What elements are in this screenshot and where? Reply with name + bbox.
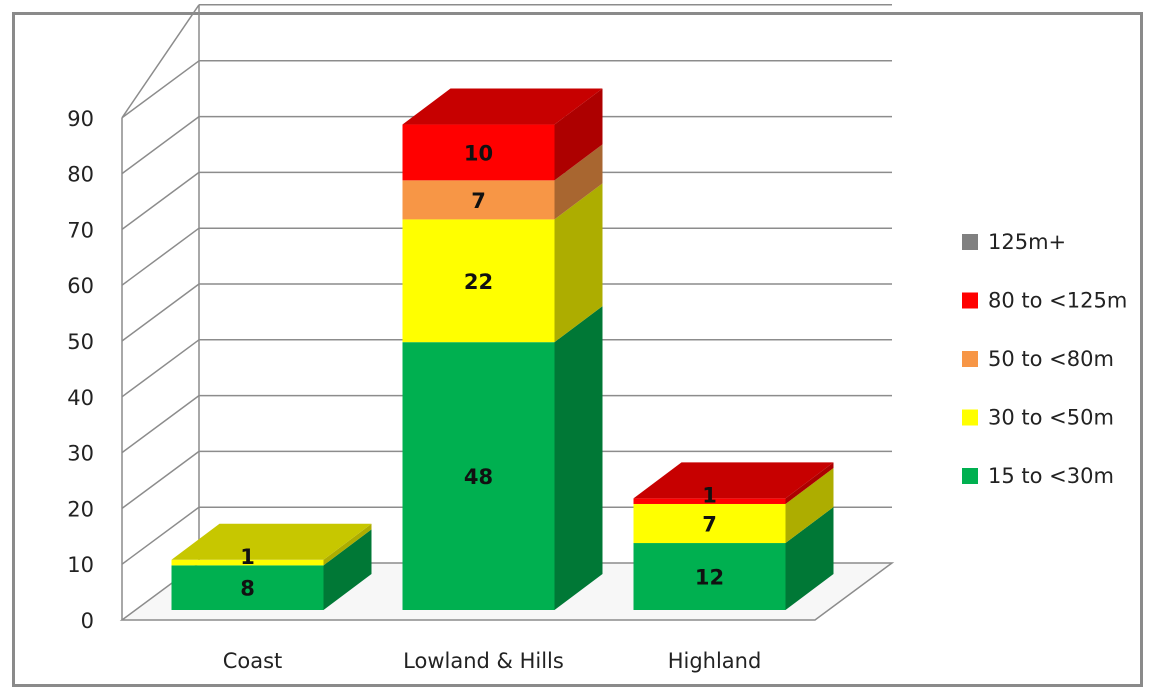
bar-side: [785, 462, 834, 504]
legend-swatch: [962, 468, 978, 484]
legend-label: 80 to <125m: [988, 289, 1127, 313]
y-tick-label: 90: [67, 107, 94, 131]
bar-front: [171, 559, 324, 566]
bar-segment: 10: [402, 88, 603, 181]
bar-segment: 8: [171, 529, 372, 610]
bar-side: [323, 523, 372, 566]
bar-side: [323, 529, 372, 610]
bar-front: [633, 543, 786, 610]
y-tick-label: 60: [67, 274, 94, 298]
y-tick-label: 80: [67, 163, 94, 187]
bars: 8 1 48 22 7 10 12 7 1: [171, 88, 834, 610]
bar-side: [785, 467, 834, 544]
bar-segment: 12: [633, 507, 834, 610]
bar-top: [633, 462, 834, 499]
gridline-side: [121, 171, 200, 231]
gridline-side: [121, 450, 200, 510]
data-label: 1: [702, 483, 717, 507]
bar-side: [554, 306, 603, 610]
data-label: 10: [464, 141, 493, 165]
legend-label: 15 to <30m: [988, 464, 1114, 488]
data-label: 7: [702, 513, 717, 537]
gridline-side: [121, 506, 200, 565]
gridline-side: [121, 227, 200, 286]
legend-label: 30 to <50m: [988, 406, 1114, 430]
category-labels: Coast Lowland & Hills Highland: [223, 649, 762, 673]
legend-label: 50 to <80m: [988, 347, 1114, 371]
y-tick-label: 70: [67, 218, 94, 242]
bar-segment: 22: [402, 183, 603, 343]
bar-front: [633, 498, 786, 504]
x-category-label: Lowland & Hills: [403, 649, 564, 673]
x-category-label: Coast: [223, 649, 283, 673]
gridline-side: [121, 115, 200, 175]
legend-swatch: [962, 351, 978, 367]
bar-segment: 1: [633, 462, 834, 507]
y-tick-label: 40: [67, 386, 94, 410]
bar-top: [171, 523, 372, 560]
gridline-side: [121, 394, 200, 454]
legend-swatch: [962, 234, 978, 250]
bar-side: [554, 88, 603, 181]
data-label: 12: [695, 566, 724, 590]
gridline-side: [121, 60, 200, 119]
gridline-side: [121, 339, 200, 398]
data-label: 1: [240, 545, 255, 569]
y-tick-label: 50: [67, 330, 94, 354]
bar-side: [554, 144, 603, 220]
bar-front: [402, 342, 555, 610]
y-tick-label: 10: [67, 553, 94, 577]
bar-segment: 1: [171, 523, 372, 569]
data-label: 7: [471, 189, 486, 213]
data-label: 22: [464, 270, 493, 294]
y-tick-label: 30: [67, 442, 94, 466]
data-label: 48: [464, 465, 493, 489]
y-tick-label: 0: [81, 609, 94, 633]
bar-top: [402, 88, 603, 125]
bar-side: [554, 183, 603, 343]
legend: 125m+ 80 to <125m 50 to <80m 30 to <50m 15 t…: [962, 230, 1127, 488]
bar-front: [171, 565, 324, 610]
legend-swatch: [962, 409, 978, 426]
y-tick-label: 20: [67, 497, 94, 521]
bar-front: [402, 124, 555, 181]
bar-front: [402, 180, 555, 220]
bar-front: [633, 503, 786, 544]
x-category-label: Highland: [668, 649, 762, 673]
legend-label: 125m+: [988, 230, 1066, 254]
gridline-side: [121, 283, 200, 342]
legend-swatch: [962, 292, 978, 309]
bar-front: [402, 219, 555, 343]
data-label: 8: [240, 577, 255, 601]
bar-segment: 7: [633, 467, 834, 544]
bar-segment: 7: [402, 144, 603, 220]
bar-side: [785, 507, 834, 610]
bar-segment: 48: [402, 306, 603, 610]
gridline-side-top: [121, 4, 200, 119]
y-axis-ticks: 0 10 20 30 40 50 60 70 80 90: [67, 107, 94, 633]
